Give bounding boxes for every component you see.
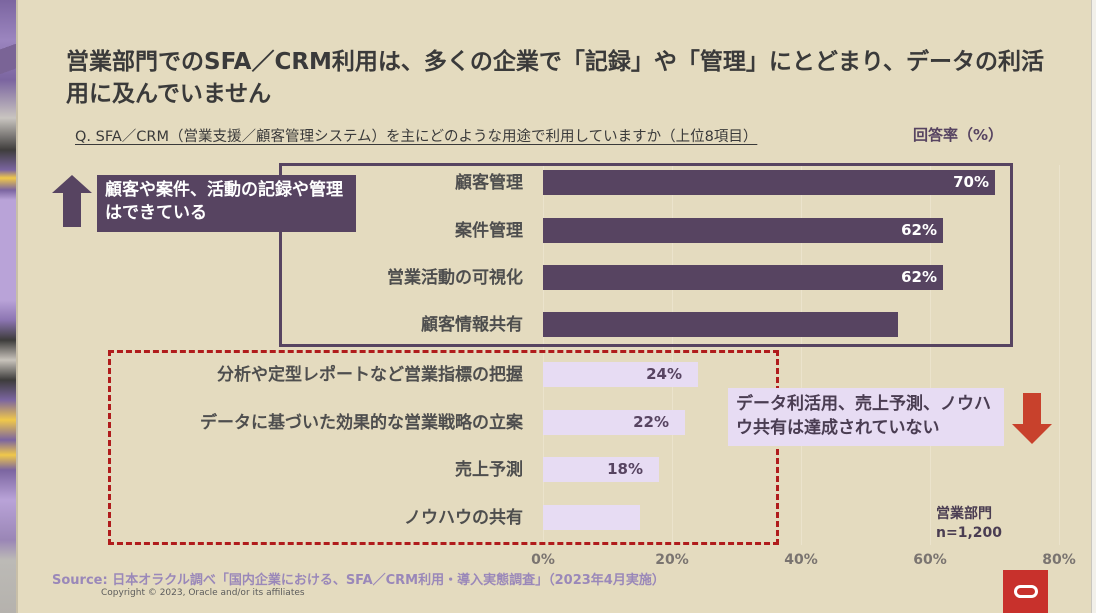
right-edge (1091, 0, 1096, 613)
category-label: 売上予測 (455, 460, 523, 480)
bar-value-label: 18% (607, 460, 643, 478)
category-label: データに基づいた効果的な営業戦略の立案 (200, 413, 523, 433)
bar (543, 505, 640, 530)
x-tick-label: 0% (531, 552, 555, 568)
low-usage-group-box (108, 350, 779, 545)
axis-unit-label: 回答率（%） (913, 126, 1004, 144)
high-usage-group-box (279, 163, 1013, 347)
arrow-down-icon (1012, 393, 1052, 444)
gridline (930, 165, 931, 545)
side-divider (16, 0, 18, 613)
copyright: Copyright © 2023, Oracle and/or its affi… (101, 588, 305, 598)
oracle-logo (1003, 570, 1048, 613)
source-note: Source: 日本オラクル調べ「国内企業における、SFA／CRM利用・導入実態… (52, 573, 665, 588)
gridline (672, 165, 673, 545)
survey-question: Q. SFA／CRM（営業支援／顧客管理システム）を主にどのような用途で利用して… (75, 129, 758, 145)
x-tick-label: 40% (784, 552, 818, 568)
bar: 18% (543, 457, 659, 482)
bar (543, 312, 898, 337)
bar-value-label: 22% (633, 413, 669, 431)
category-label: 分析や定型レポートなど営業指標の把握 (217, 365, 523, 385)
bar: 62% (543, 218, 943, 243)
decorative-side-strip (0, 0, 16, 613)
category-label: ノウハウの共有 (404, 508, 523, 528)
negative-callout: データ利活用、売上予測、ノウハウ共有は達成されていない (728, 388, 1004, 446)
sample-size-note: 営業部門 n=1,200 (936, 505, 1002, 543)
bar: 62% (543, 265, 943, 290)
oracle-logo-icon (1013, 585, 1038, 598)
arrow-up-icon (52, 175, 92, 227)
gridline (1059, 165, 1060, 545)
category-label: 顧客情報共有 (421, 315, 523, 335)
bar-value-label: 62% (901, 221, 937, 239)
sample-dept: 営業部門 (936, 506, 992, 522)
category-label: 案件管理 (455, 221, 523, 241)
gridline (801, 165, 802, 545)
gridline (543, 165, 544, 545)
category-label: 顧客管理 (455, 173, 523, 193)
bar: 22% (543, 410, 685, 435)
x-tick-label: 60% (913, 552, 947, 568)
bar-value-label: 70% (953, 173, 989, 191)
category-label: 営業活動の可視化 (387, 268, 523, 288)
bar-value-label: 24% (646, 365, 682, 383)
bar-value-label: 62% (901, 268, 937, 286)
x-tick-label: 20% (655, 552, 689, 568)
sample-n: n=1,200 (936, 525, 1002, 541)
slide-title: 営業部門でのSFA／CRM利用は、多くの企業で「記録」や「管理」にとどまり、デー… (66, 49, 1044, 107)
bar: 70% (543, 170, 995, 195)
x-tick-label: 80% (1042, 552, 1076, 568)
bar: 24% (543, 362, 698, 387)
positive-callout: 顧客や案件、活動の記録や管理はできている (97, 175, 356, 232)
